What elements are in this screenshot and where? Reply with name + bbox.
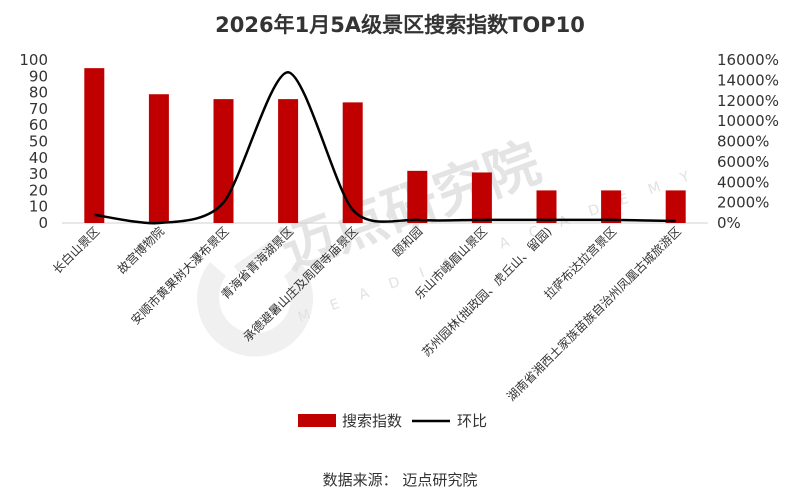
bar bbox=[342, 102, 363, 223]
legend-label-line: 环比 bbox=[457, 412, 487, 430]
y-left-tick-label: 50 bbox=[29, 133, 48, 151]
y-left-tick-label: 40 bbox=[29, 149, 48, 167]
bar bbox=[601, 190, 622, 223]
watermark-logo-icon bbox=[196, 239, 313, 357]
y-right-tick-label: 4000% bbox=[717, 173, 769, 191]
bar bbox=[278, 99, 299, 223]
bar bbox=[471, 172, 492, 223]
y-left-tick-label: 80 bbox=[29, 84, 48, 102]
y-right-tick-label: 16000% bbox=[717, 51, 779, 69]
y-left-tick-label: 100 bbox=[19, 51, 48, 69]
y-right-tick-label: 2000% bbox=[717, 194, 769, 212]
x-axis-category-label: 故宫博物院 bbox=[114, 224, 167, 277]
y-left-tick-label: 60 bbox=[29, 116, 48, 134]
source-note: 数据来源： 迈点研究院 bbox=[323, 471, 478, 489]
y-right-tick-label: 8000% bbox=[717, 133, 769, 151]
legend-label-bar: 搜索指数 bbox=[342, 412, 402, 430]
y-left-tick-label: 70 bbox=[29, 100, 48, 118]
bar bbox=[148, 94, 169, 223]
legend: 搜索指数 环比 bbox=[298, 412, 487, 430]
y-left-tick-label: 90 bbox=[29, 67, 48, 85]
y-right-tick-label: 14000% bbox=[717, 71, 779, 89]
chart-title: 2026年1月5A级景区搜索指数TOP10 bbox=[215, 13, 585, 37]
bar-series bbox=[84, 68, 686, 224]
legend-swatch-bar bbox=[298, 414, 336, 427]
ratio-line-series bbox=[94, 70, 676, 225]
y-right-tick-label: 12000% bbox=[717, 92, 779, 110]
y-left-tick-label: 30 bbox=[29, 165, 48, 183]
y-left-tick-label: 20 bbox=[29, 181, 48, 199]
y-right-tick-label: 0% bbox=[717, 214, 741, 232]
bar bbox=[407, 170, 428, 223]
y-left-tick-label: 10 bbox=[29, 198, 48, 216]
y-right-tick-label: 6000% bbox=[717, 153, 769, 171]
y-axis-right: 0% 2000% 4000% 6000% 8000% 10000% 12000% 14000%… bbox=[717, 51, 779, 232]
bar bbox=[665, 190, 686, 223]
y-left-tick-label: 0 bbox=[38, 214, 48, 232]
x-axis-category-label: 长白山景区 bbox=[49, 224, 102, 277]
y-right-tick-label: 10000% bbox=[717, 112, 779, 130]
bar bbox=[213, 99, 234, 223]
bar bbox=[84, 68, 105, 224]
bar bbox=[536, 190, 557, 223]
